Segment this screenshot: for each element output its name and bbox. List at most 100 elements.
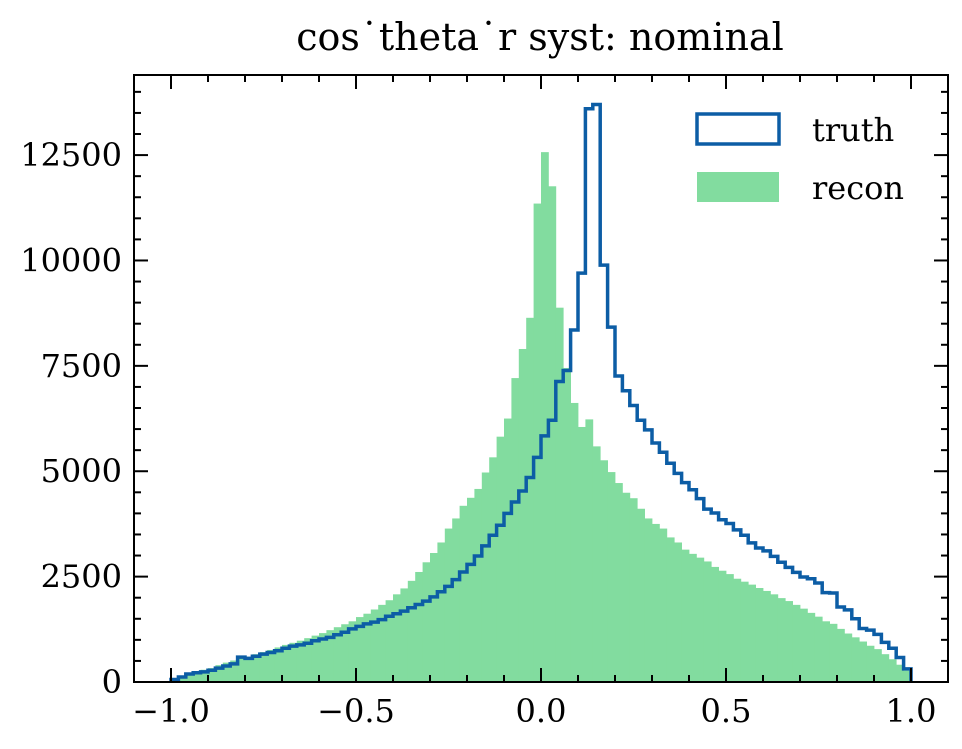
recon-bar [829,623,838,682]
recon-bar [333,627,342,682]
recon-bar [385,600,394,682]
legend-label-truth: truth [812,111,894,149]
recon-bar [304,638,312,682]
recon-bar [222,662,231,682]
recon-bar [740,581,749,682]
recon-bar [726,574,734,682]
recon-bar [600,460,608,682]
recon-bar [452,518,460,682]
recon-bar [592,446,601,682]
recon-bar [711,566,719,682]
recon-bar [245,656,253,682]
y-tick-label: 7500 [41,347,122,385]
recon-bar [703,561,712,682]
recon-bar [792,604,801,682]
x-tick-label: 0.5 [701,692,752,730]
recon-bar [696,557,705,682]
recon-bar [378,604,386,682]
recon-bar [252,654,261,682]
recon-bar [770,594,779,682]
recon-bar [511,378,520,682]
recon-bar [652,523,660,682]
recon-bar [637,508,645,682]
recon-bar [518,348,527,682]
recon-bar [200,669,209,682]
recon-bar [851,637,860,682]
y-tick-label: 10000 [20,241,122,279]
recon-bar [748,584,756,682]
recon-bar [489,457,497,682]
legend-swatch-recon [697,172,779,202]
recon-bar [193,672,201,682]
recon-bar [689,553,697,682]
recon-bar [659,528,668,682]
recon-bar [777,598,786,682]
recon-bar [422,562,431,682]
recon-bar [326,630,335,682]
recon-bar [755,587,764,682]
recon-bar [274,647,283,682]
legend-label-recon: recon [812,169,904,207]
recon-bar [570,402,579,682]
recon-bar [785,601,793,682]
recon-bar [459,505,468,682]
x-tick-label: 0.0 [516,692,567,730]
recon-bar [718,570,727,682]
recon-bar [578,426,586,682]
recon-bar [615,483,623,682]
legend: truth recon [695,111,904,207]
recon-bar [370,609,379,682]
recon-bar [474,488,483,682]
truth-step-line [169,102,913,682]
recon-bar [859,641,867,682]
recon-bar [393,594,401,682]
recon-bar [629,498,638,682]
recon-bar [607,472,616,682]
y-tick-label: 0 [102,663,122,701]
x-tick-label: 1.0 [886,692,937,730]
recon-bar [444,528,453,682]
recon-bar [267,649,275,682]
recon-bar [496,436,505,682]
recon-bar [526,317,534,682]
recon-bar [348,621,357,682]
recon-bar [356,617,364,682]
recon-bar [289,642,298,682]
recon-bar [837,628,845,682]
y-tick-label: 2500 [41,558,122,596]
recon-bar [541,152,549,682]
recon-bar [467,497,475,682]
recon-bar [800,608,808,682]
recon-bar [481,472,490,682]
recon-bar [903,670,912,682]
recon-bar [763,590,771,682]
recon-bar [215,665,224,682]
recon-bar [866,645,875,682]
y-tick-label: 5000 [41,452,122,490]
recon-bar [888,659,897,682]
recon-bars [171,152,912,683]
legend-swatch-truth [695,112,781,146]
recon-bar [430,553,438,682]
recon-bar [437,542,446,682]
recon-bar [881,654,890,682]
recon-bar [296,640,305,682]
recon-bar [407,580,416,682]
recon-bar [666,537,675,682]
recon-bar [674,542,682,682]
recon-bar [807,612,816,682]
recon-bar [259,652,268,682]
recon-bar [237,658,246,682]
recon-bar [548,186,557,683]
recon-bar [311,635,320,682]
recon-bar [363,613,372,682]
recon-bar [822,621,830,682]
recon-bar [230,660,238,682]
y-tick-labels: 0 2500 5000 7500 10000 12500 [20,136,122,701]
x-tick-label: −0.5 [317,692,395,730]
recon-bar [622,492,631,682]
recon-bar [844,633,853,682]
recon-bar [681,549,690,682]
recon-bar [319,633,327,682]
